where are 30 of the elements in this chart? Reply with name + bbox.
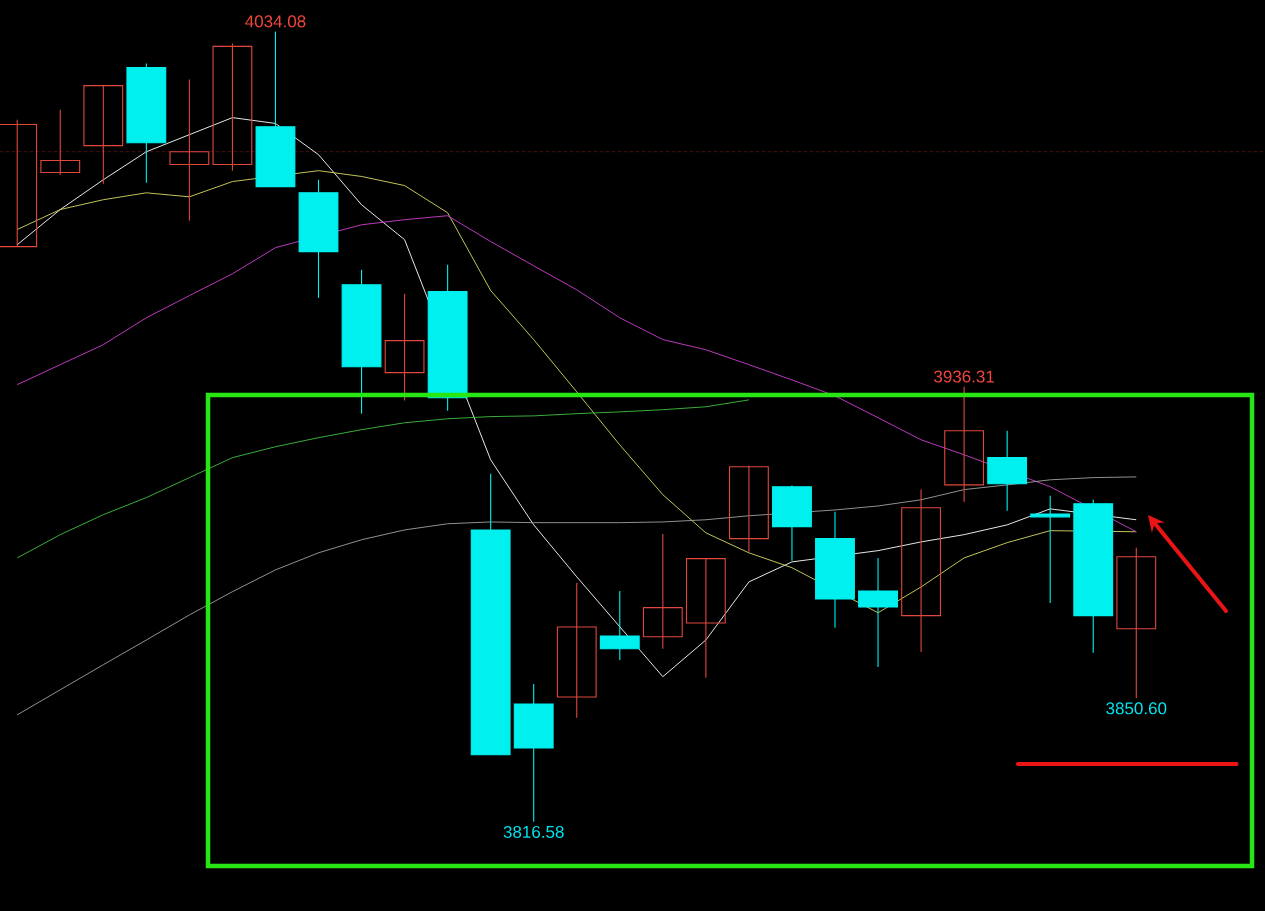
annotation: 4034.08 — [245, 15, 306, 28]
candlestick — [427, 264, 468, 412]
candlestick — [858, 557, 898, 668]
candlestick — [341, 269, 382, 415]
candlestick — [169, 78, 210, 222]
candlestick — [642, 533, 683, 650]
candlestick — [126, 62, 167, 184]
candlestick — [470, 473, 511, 756]
candlestick — [83, 85, 124, 185]
annotation: 3936.31 — [934, 370, 995, 383]
candlestick — [513, 683, 554, 823]
candlestick — [729, 465, 769, 553]
candlestick — [599, 590, 640, 661]
annotation: 3816.58 — [503, 825, 564, 838]
candlestick — [556, 582, 597, 719]
candlestick — [901, 489, 941, 653]
candlestick — [1030, 495, 1071, 604]
candlestick — [1116, 547, 1157, 699]
candlestick — [298, 179, 339, 299]
candlestick — [685, 557, 726, 679]
candlestick — [987, 430, 1028, 512]
candlestick — [40, 109, 81, 176]
candlestick — [944, 386, 985, 503]
candlestick — [815, 511, 855, 629]
candlestick — [772, 485, 812, 562]
candlestick — [212, 42, 253, 172]
candlestick — [255, 31, 296, 188]
candlestick — [1073, 499, 1114, 654]
candlestick — [384, 293, 425, 402]
annotation: 3850.60 — [1106, 702, 1167, 715]
